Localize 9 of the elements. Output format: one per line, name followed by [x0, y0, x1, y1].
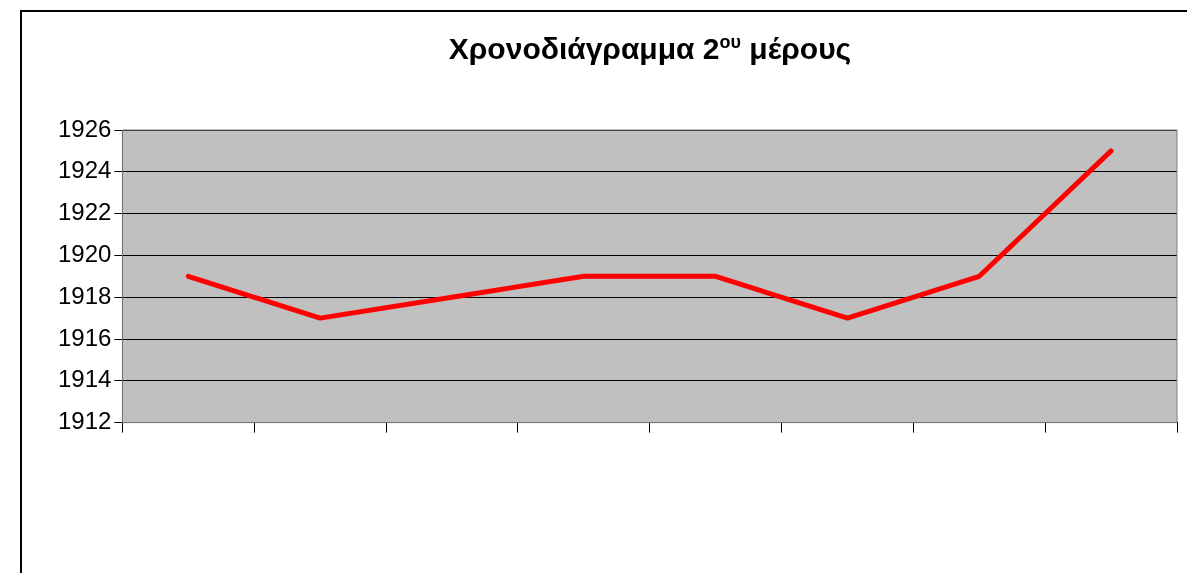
y-tick-label: 1922 [58, 198, 112, 226]
y-tick-label: 1914 [58, 365, 112, 393]
y-tick-label: 1912 [58, 407, 112, 435]
y-tick-label: 1916 [58, 323, 112, 351]
y-tick-label: 1926 [58, 114, 112, 142]
y-tick-label: 1924 [58, 156, 112, 184]
y-tick-label: 1920 [58, 240, 112, 268]
y-tick-label: 1918 [58, 281, 112, 309]
chart-title: Χρονοδιάγραμμα 2$^{ου}$ μέρους [447, 32, 853, 66]
